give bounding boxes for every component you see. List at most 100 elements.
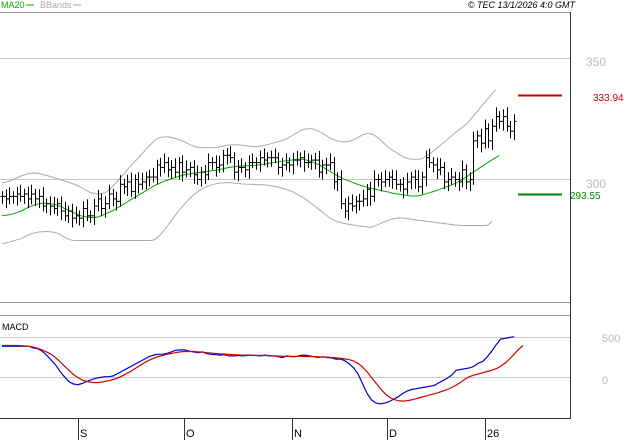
legend-ma20: MA20 — [1, 0, 25, 10]
price-bar — [254, 157, 259, 170]
price-bar — [287, 157, 292, 173]
price-bar — [103, 196, 108, 218]
price-bar — [427, 148, 432, 168]
macd-panel: MACD 500 0 — [0, 315, 620, 405]
price-bar — [390, 169, 395, 189]
price-bar — [88, 210, 93, 224]
price-bar — [420, 171, 425, 194]
price-bar — [501, 109, 506, 131]
price-bar — [350, 194, 355, 212]
price-bar — [173, 158, 178, 178]
price-bar — [309, 154, 314, 170]
price-bar — [464, 164, 469, 190]
price-bar — [320, 159, 325, 180]
price-bar — [184, 160, 189, 178]
price-bar — [217, 155, 222, 173]
price-bar — [81, 201, 86, 228]
support-label: 293.55 — [570, 191, 601, 202]
signal-line — [2, 344, 524, 402]
price-bar — [401, 177, 406, 199]
price-bar — [188, 162, 193, 178]
price-bar — [195, 165, 200, 185]
price-bar — [55, 198, 60, 216]
price-bar — [453, 171, 458, 187]
price-bar — [368, 181, 373, 206]
price-bar — [118, 175, 123, 207]
price-bar — [147, 169, 152, 187]
price-bar — [199, 166, 204, 187]
price-plot — [0, 89, 517, 245]
price-bar — [346, 196, 351, 221]
price-bar — [486, 123, 491, 148]
price-bar — [379, 172, 384, 192]
price-bar — [162, 153, 167, 173]
price-bar — [59, 196, 64, 221]
price-bar — [324, 157, 329, 175]
price-bar — [210, 157, 215, 170]
price-bar — [158, 157, 163, 177]
price-bar — [11, 191, 16, 204]
price-bar — [416, 170, 421, 193]
price-bar — [269, 150, 274, 167]
price-tick-300: 300 — [586, 177, 606, 191]
price-bar — [250, 153, 255, 168]
price-panel — [0, 12, 570, 303]
price-bar — [265, 152, 270, 168]
x-label-nov: N — [294, 428, 302, 440]
price-bar — [475, 130, 480, 148]
price-bar — [291, 152, 296, 175]
price-bar — [48, 196, 53, 216]
price-bar — [7, 187, 12, 205]
price-bar — [114, 191, 119, 211]
price-bar — [136, 172, 141, 194]
price-bar — [18, 184, 23, 202]
price-bar — [77, 210, 82, 226]
resistance-label: 333.94 — [593, 93, 624, 104]
x-label-jan: 26 — [487, 428, 499, 440]
price-bar — [151, 167, 156, 183]
price-bar — [372, 170, 377, 202]
price-bar — [280, 157, 285, 177]
price-bar — [383, 170, 388, 188]
price-bar — [44, 198, 49, 214]
price-bar — [169, 160, 174, 179]
price-bar — [232, 152, 237, 180]
bbands-upper-line — [1, 89, 496, 195]
legend-bbands: BBands — [40, 0, 72, 10]
price-bar — [302, 150, 307, 172]
price-bar — [431, 157, 436, 173]
price-bar — [490, 119, 495, 150]
price-bar — [405, 172, 410, 195]
price-bar — [140, 172, 145, 190]
price-bar — [228, 146, 233, 163]
price-bar — [37, 189, 42, 209]
price-bar — [361, 189, 366, 207]
bbands-lower-line — [1, 182, 493, 245]
macd-tick-500: 500 — [602, 333, 620, 345]
x-label-sep: S — [80, 428, 87, 440]
price-bar — [479, 128, 484, 153]
price-bar — [298, 152, 303, 168]
price-bar — [460, 160, 465, 188]
price-bar — [258, 150, 263, 172]
price-bar — [206, 153, 211, 180]
price-bar — [471, 131, 476, 185]
price-bar — [243, 162, 248, 178]
price-bar — [442, 162, 447, 190]
price-bar — [339, 170, 344, 209]
price-bar — [394, 170, 399, 190]
price-bar — [107, 184, 112, 209]
macd-tick-0: 0 — [602, 375, 608, 387]
price-bar — [335, 172, 340, 192]
price-bar — [221, 150, 226, 173]
price-bar — [357, 194, 362, 211]
price-bar — [512, 114, 517, 141]
price-bar — [70, 203, 75, 228]
price-bar — [66, 205, 71, 224]
price-bar — [22, 188, 27, 204]
macd-plot — [2, 336, 524, 405]
price-bar — [29, 184, 34, 205]
x-label-oct: O — [186, 428, 195, 440]
x-axis: S O N D 26 — [78, 418, 499, 440]
